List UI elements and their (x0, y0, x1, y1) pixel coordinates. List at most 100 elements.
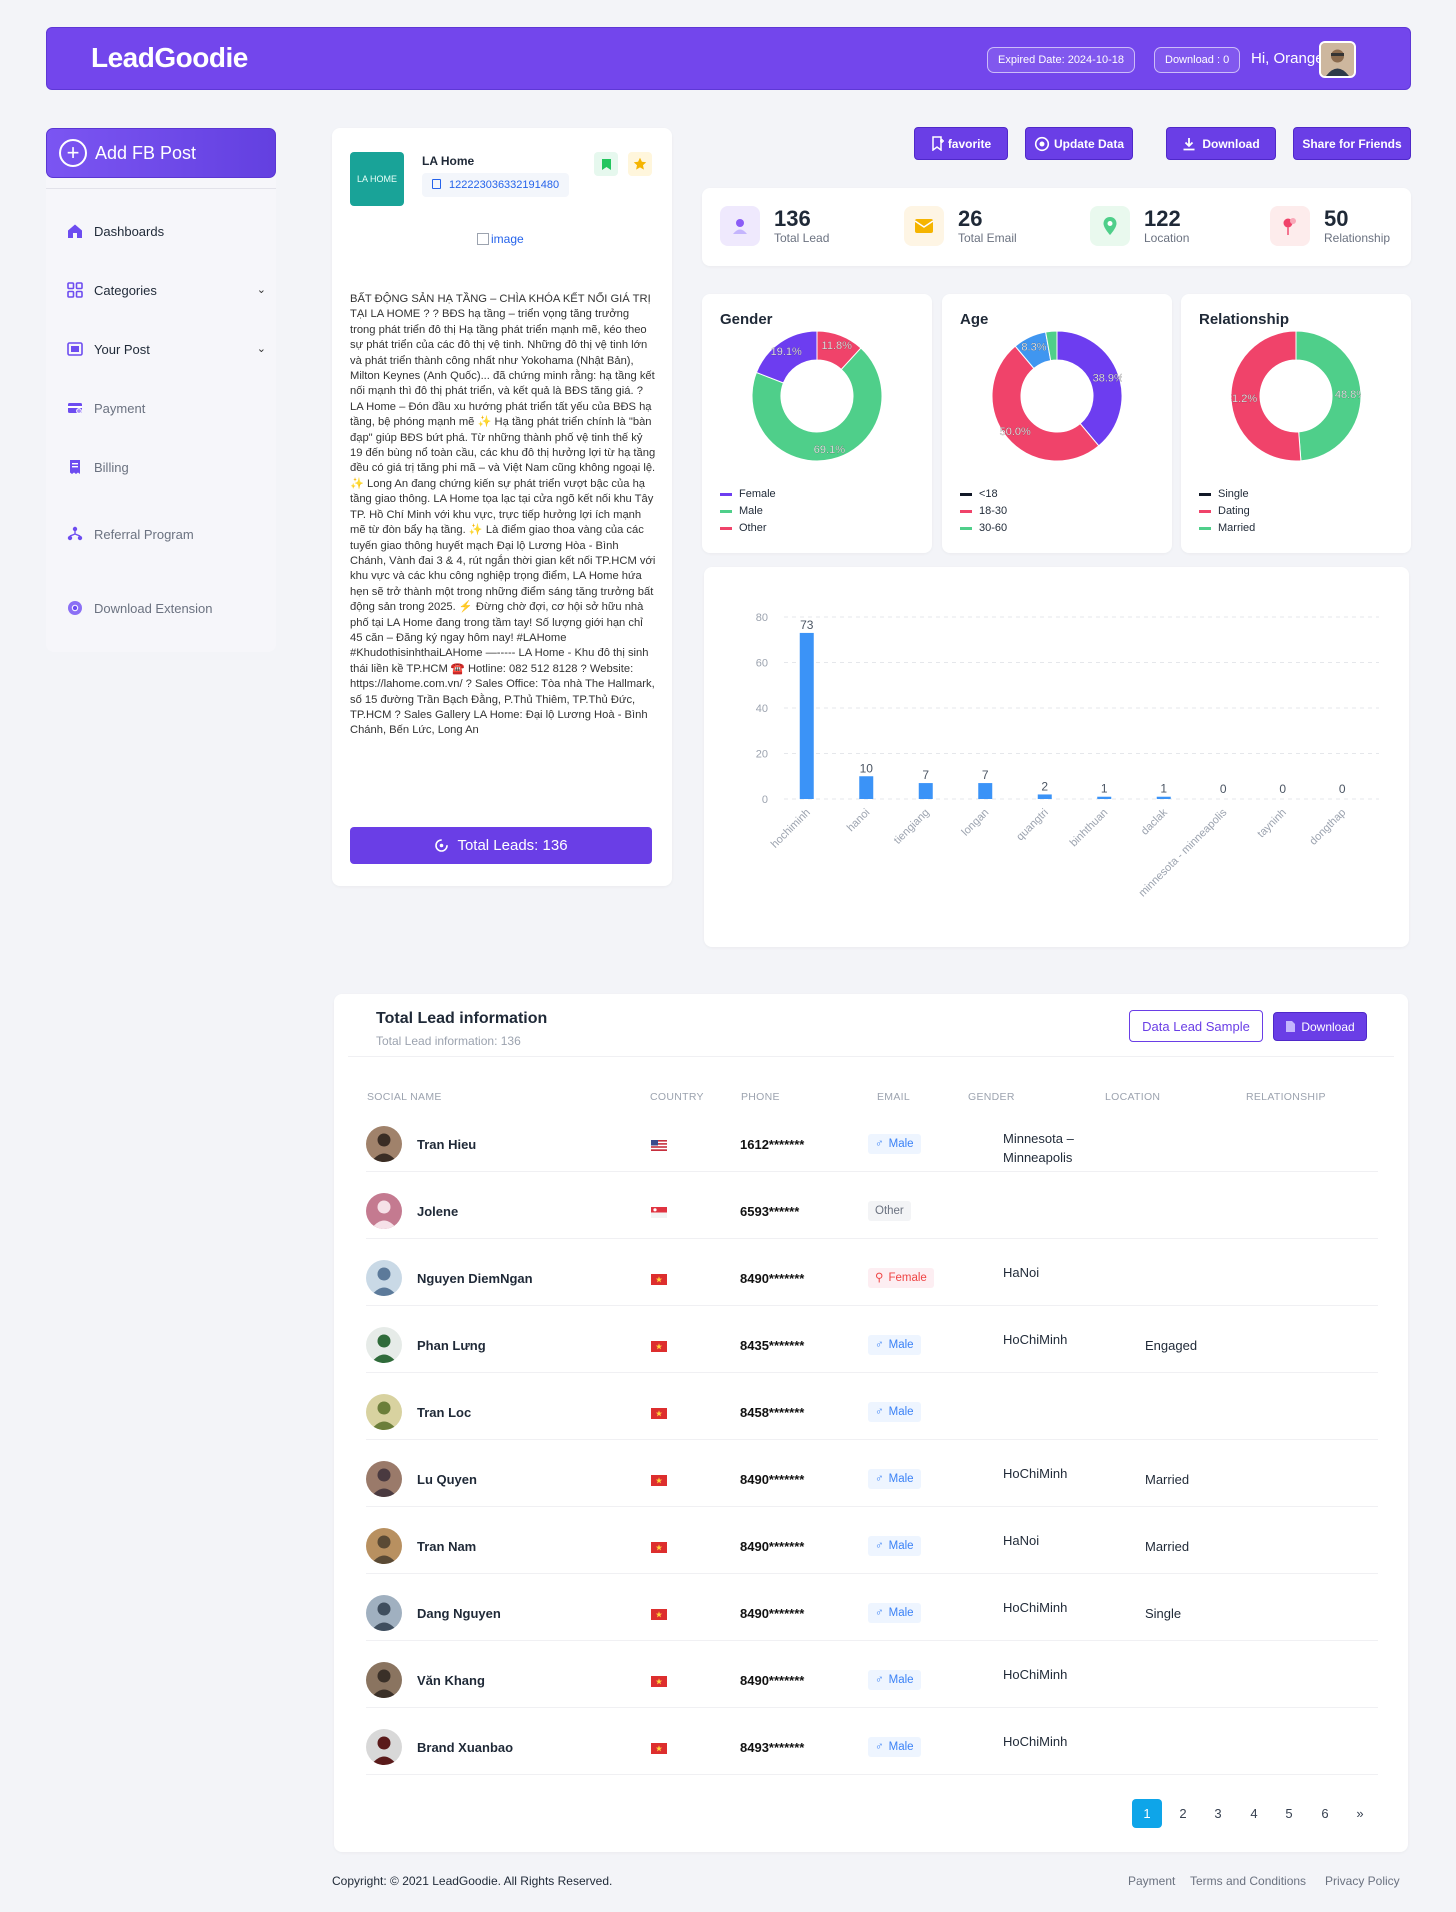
col-header-country[interactable]: COUNTRY (650, 1091, 704, 1103)
page-2-button[interactable]: 2 (1179, 1806, 1187, 1821)
col-header-relationship[interactable]: RELATIONSHIP (1246, 1091, 1326, 1103)
bar[interactable] (799, 632, 814, 799)
table-row[interactable]: Dang Nguyen 8490******* ♂ Male HoChiMinh Sing… (366, 1575, 1378, 1641)
download-button[interactable]: Download (1166, 127, 1276, 160)
bar[interactable] (859, 776, 874, 799)
footer-link-terms[interactable]: Terms and Conditions (1190, 1874, 1307, 1888)
x-tick-label: tiengiang (892, 807, 932, 847)
post-id-text: 122223036332191480 (449, 179, 560, 191)
avatar[interactable] (366, 1595, 402, 1631)
table-row[interactable]: Jolene 6593****** Other (366, 1173, 1378, 1239)
avatar[interactable] (366, 1126, 402, 1162)
social-name[interactable]: Lu Quyen (417, 1472, 477, 1487)
bar[interactable] (1156, 796, 1171, 799)
sidebar-item-label: Dashboards (94, 223, 165, 239)
social-name[interactable]: Jolene (417, 1204, 459, 1219)
data-lead-sample-button[interactable]: Data Lead Sample (1129, 1010, 1263, 1042)
gender-badge: ⚲ Female (868, 1268, 934, 1288)
avatar[interactable] (366, 1394, 402, 1430)
social-name[interactable]: Phan Lưng (417, 1338, 486, 1353)
star-button[interactable] (628, 152, 652, 176)
bookmark-add-icon (932, 136, 944, 151)
favorite-button[interactable]: favorite (914, 127, 1008, 160)
social-name[interactable]: Nguyen DiemNgan (417, 1271, 533, 1286)
user-avatar[interactable] (1319, 41, 1356, 78)
table-row[interactable]: Phan Lưng 8435******* ♂ Male HoChiMinh Engage… (366, 1307, 1378, 1373)
donut-slice[interactable] (1056, 331, 1122, 447)
avatar[interactable] (366, 1461, 402, 1497)
donut-slice[interactable] (1231, 331, 1302, 461)
page-name[interactable]: LA Home (422, 154, 475, 168)
donut-slice[interactable] (1295, 331, 1361, 461)
table-row[interactable]: Văn Khang 8490******* ♂ Male HoChiMinh (366, 1642, 1378, 1708)
sidebar-item-billing[interactable]: Billing (66, 458, 266, 476)
sidebar-item-dashboards[interactable]: Dashboards (66, 222, 266, 240)
donut-slice[interactable] (752, 347, 882, 461)
avatar[interactable] (366, 1662, 402, 1698)
col-header-email[interactable]: EMAIL (877, 1091, 911, 1103)
location-text: HoChiMinh (1003, 1600, 1068, 1615)
avatar[interactable] (366, 1729, 402, 1765)
post-id[interactable]: 122223036332191480 (422, 173, 570, 197)
legend-item: Male (720, 503, 776, 520)
page-6-button[interactable]: 6 (1321, 1806, 1329, 1821)
donut-slice[interactable] (1045, 331, 1058, 362)
bar[interactable] (1097, 796, 1112, 799)
page-3-button[interactable]: 3 (1214, 1806, 1222, 1821)
page-1-button[interactable]: 1 (1132, 1799, 1162, 1828)
table-download-button[interactable]: Download (1273, 1012, 1367, 1041)
update-data-button[interactable]: Update Data (1025, 127, 1133, 160)
col-header-social-name[interactable]: SOCIAL NAME (367, 1091, 442, 1103)
chart-legend: <18 18-30 30-60 (960, 486, 1007, 537)
app-logo[interactable]: LeadGoodie (91, 42, 248, 73)
sidebar-item-your-post[interactable]: Your Post ⌄ (66, 340, 266, 358)
phone-number: 1612******* (740, 1137, 805, 1152)
table-row[interactable]: Tran Nam 8490******* ♂ Male HaNoi Married (366, 1508, 1378, 1574)
sidebar-item-referral[interactable]: Referral Program (66, 525, 266, 543)
bar[interactable] (918, 783, 933, 799)
table-row[interactable]: Tran Loc 8458******* ♂ Male (366, 1374, 1378, 1440)
bar-data-label: 1 (1101, 782, 1108, 796)
bar[interactable] (1037, 794, 1052, 799)
donut-slice[interactable] (992, 345, 1100, 461)
bar[interactable] (978, 783, 993, 799)
age-donut-chart: 38.9% 50.0% 8.3% (992, 331, 1122, 461)
avatar[interactable] (366, 1260, 402, 1296)
col-header-gender[interactable]: GENDER (968, 1091, 1015, 1103)
col-header-phone[interactable]: PHONE (741, 1091, 780, 1103)
col-header-location[interactable]: LOCATION (1105, 1091, 1161, 1103)
social-name[interactable]: Brand Xuanbao (417, 1740, 514, 1755)
donut-slice[interactable] (755, 331, 818, 384)
table-row[interactable]: Tran Hieu 1612******* ♂ Male Minnesota – Min… (366, 1106, 1378, 1172)
sidebar-item-categories[interactable]: Categories ⌄ (66, 281, 266, 299)
phone-number: 8490******* (740, 1606, 805, 1621)
gender-badge: ♂ Male (868, 1469, 921, 1489)
total-leads-button[interactable]: Total Leads: 136 (350, 827, 652, 864)
sidebar-item-payment[interactable]: Payment (66, 399, 266, 417)
social-name[interactable]: Dang Nguyen (417, 1606, 501, 1621)
phone-number: 8458******* (740, 1405, 805, 1420)
avatar[interactable] (366, 1528, 402, 1564)
update-data-label: Update Data (1053, 136, 1124, 151)
social-name[interactable]: Văn Khang (417, 1673, 485, 1688)
social-name[interactable]: Tran Hieu (417, 1137, 477, 1152)
share-for-friends-button[interactable]: Share for Friends (1293, 127, 1411, 160)
x-tick-label: hanoi (845, 807, 873, 835)
page-5-button[interactable]: 5 (1285, 1806, 1293, 1821)
add-fb-post-button[interactable]: + Add FB Post (46, 128, 276, 178)
sidebar-item-download-extension[interactable]: Download Extension (66, 599, 266, 617)
avatar[interactable] (366, 1327, 402, 1363)
donut-slice-label: 38.9% (1093, 372, 1122, 384)
table-row[interactable]: Lu Quyen 8490******* ♂ Male HoChiMinh Married (366, 1441, 1378, 1507)
gender-badge: ♂ Male (868, 1536, 921, 1556)
avatar[interactable] (366, 1193, 402, 1229)
social-name[interactable]: Tran Loc (417, 1405, 472, 1420)
table-row[interactable]: Nguyen DiemNgan 8490******* ⚲ Female HaNoi (366, 1240, 1378, 1306)
next-page-button[interactable]: » (1356, 1806, 1364, 1821)
bookmark-button[interactable] (594, 152, 618, 176)
table-row[interactable]: Brand Xuanbao 8493******* ♂ Male HoChiMinh (366, 1709, 1378, 1775)
page-4-button[interactable]: 4 (1250, 1806, 1258, 1821)
social-name[interactable]: Tran Nam (417, 1539, 477, 1554)
footer-link-payment[interactable]: Payment (1128, 1874, 1176, 1888)
footer-link-privacy[interactable]: Privacy Policy (1325, 1874, 1400, 1888)
